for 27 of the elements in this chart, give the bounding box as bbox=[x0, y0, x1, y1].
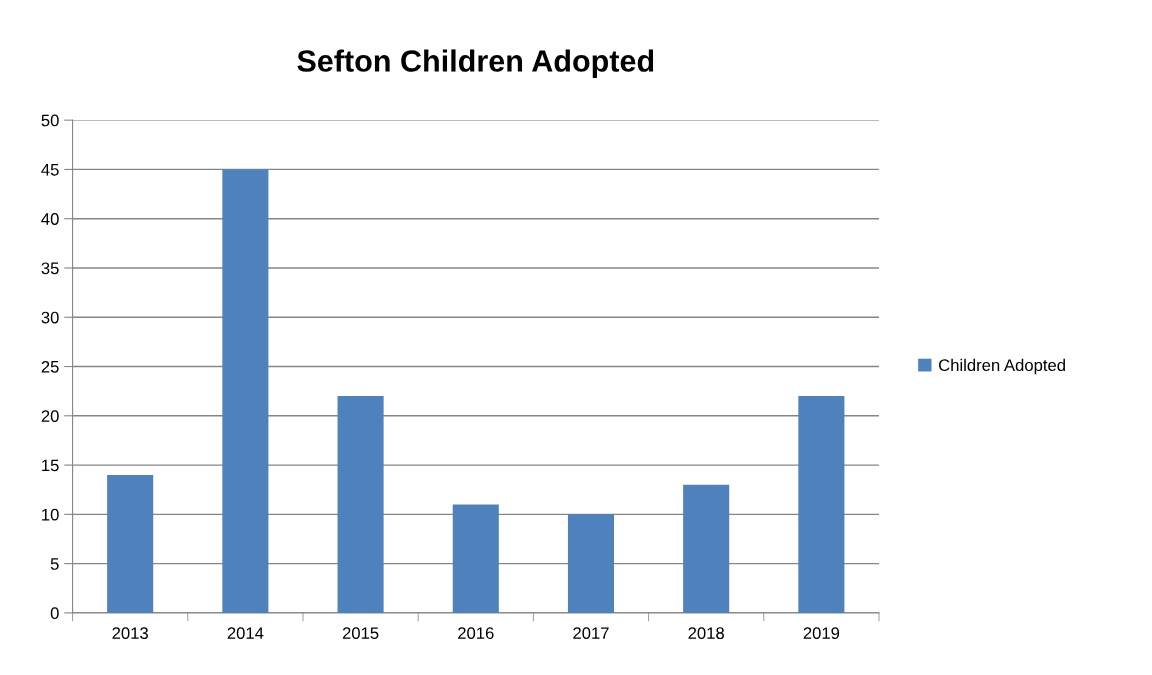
y-tick-label: 25 bbox=[41, 360, 59, 373]
y-tick-label: 50 bbox=[41, 114, 59, 127]
x-tick-label: 2017 bbox=[573, 627, 609, 640]
bar bbox=[222, 169, 269, 613]
y-tick-label: 45 bbox=[41, 164, 59, 176]
x-tick-label: 2019 bbox=[803, 627, 840, 640]
y-tick-label: 30 bbox=[41, 311, 59, 324]
x-tick-label: 2013 bbox=[112, 627, 148, 640]
bar bbox=[452, 504, 499, 613]
y-tick-label: 40 bbox=[41, 213, 59, 225]
x-tick-label: 2015 bbox=[342, 627, 379, 640]
bar bbox=[567, 514, 615, 613]
x-tick-label: 2014 bbox=[227, 627, 264, 640]
bar bbox=[683, 484, 730, 613]
chart-title: Sefton Children Adopted bbox=[297, 49, 654, 78]
x-tick-label: 2018 bbox=[688, 627, 724, 640]
y-tick-label: 35 bbox=[41, 262, 59, 275]
y-tick-label: 15 bbox=[42, 459, 59, 472]
y-tick-label: 10 bbox=[42, 508, 59, 521]
x-tick-label: 2016 bbox=[458, 627, 494, 640]
y-tick-label: 5 bbox=[50, 558, 59, 570]
legend-label: Children Adopted bbox=[939, 358, 1065, 375]
bar bbox=[107, 474, 154, 613]
bar bbox=[798, 396, 845, 613]
bar bbox=[337, 396, 384, 613]
y-tick-label: 0 bbox=[50, 607, 59, 620]
y-tick-label: 20 bbox=[41, 410, 59, 422]
